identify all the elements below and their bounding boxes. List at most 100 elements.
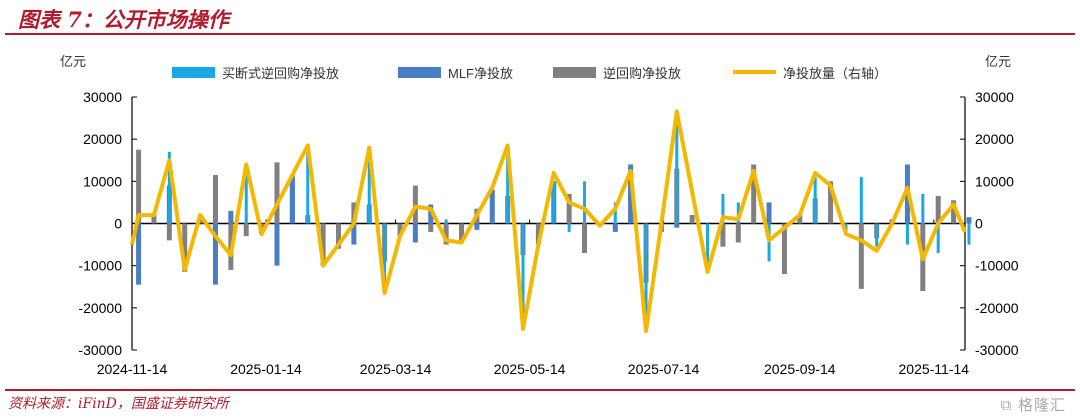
bar-mlf <box>628 164 634 224</box>
bar-mlf <box>612 223 618 232</box>
right-tick-label: 30000 <box>975 89 1014 105</box>
bar-reverse-repo <box>951 200 957 224</box>
right-tick-label: -20000 <box>975 300 1019 316</box>
bar-mlf <box>966 217 972 224</box>
legend-swatch <box>398 67 441 78</box>
bar-reverse-repo <box>535 223 541 245</box>
bar-reverse-repo <box>751 164 757 224</box>
bar-reverse-repo <box>935 196 941 224</box>
bar-mlf <box>289 177 295 224</box>
bar-reverse-repo <box>582 223 588 254</box>
left-tick-label: -30000 <box>78 342 122 358</box>
right-tick-label: 0 <box>975 216 983 232</box>
x-tick-label: 2025-05-14 <box>494 361 566 377</box>
left-tick-label: -20000 <box>78 300 122 316</box>
bar-buyout-reverse-repo <box>905 223 909 245</box>
bar-mlf <box>766 202 772 224</box>
bar-reverse-repo <box>797 215 803 224</box>
axes: 30000 30000 20000 20000 10000 10000 0 0 -10000 -1… <box>78 89 1018 377</box>
right-tick-label: 10000 <box>975 173 1014 189</box>
left-tick-label: 30000 <box>83 89 122 105</box>
right-tick-label: 20000 <box>975 131 1014 147</box>
figure-title: 图表 7：公开市场操作 <box>18 7 229 32</box>
legend-swatch <box>553 67 596 78</box>
footer-rule <box>5 389 1075 391</box>
bar-mlf <box>489 189 495 224</box>
bar-buyout-reverse-repo <box>552 181 556 224</box>
x-tick-label: 2025-03-14 <box>360 361 432 377</box>
source-note: 资料来源：iFinD，国盛证券研究所 <box>8 396 229 412</box>
bar-buyout-reverse-repo <box>506 147 510 224</box>
bar-buyout-reverse-repo <box>767 223 771 262</box>
bar-mlf <box>228 210 234 224</box>
left-unit-label: 亿元 <box>60 54 86 69</box>
bar-reverse-repo <box>151 215 157 224</box>
bars <box>136 109 972 332</box>
bar-buyout-reverse-repo <box>721 193 725 224</box>
bar-reverse-repo <box>166 223 172 241</box>
left-tick-label: 20000 <box>83 131 122 147</box>
bar-mlf <box>136 223 142 285</box>
bar-buyout-reverse-repo <box>444 219 448 224</box>
bar-reverse-repo <box>566 193 572 224</box>
bar-reverse-repo <box>781 223 787 275</box>
bar-buyout-reverse-repo <box>367 147 371 224</box>
bar-buyout-reverse-repo <box>936 223 940 254</box>
bar-reverse-repo <box>397 223 403 237</box>
title-rule <box>5 33 1075 35</box>
bar-buyout-reverse-repo <box>521 223 525 329</box>
bar-mlf <box>274 223 280 266</box>
legend-label: 净投放量（右轴） <box>783 66 887 81</box>
bar-buyout-reverse-repo <box>167 151 171 224</box>
watermark-logo: ⧉ 格隆汇 <box>1000 396 1066 414</box>
legend-label: 买断式逆回购净投放 <box>222 66 339 81</box>
bar-reverse-repo <box>136 149 142 224</box>
bar-reverse-repo <box>858 223 864 289</box>
x-tick-label: 2025-09-14 <box>764 361 836 377</box>
bar-buyout-reverse-repo <box>875 223 879 247</box>
bar-reverse-repo <box>720 223 726 247</box>
legend-label: 逆回购净投放 <box>603 66 681 81</box>
bar-buyout-reverse-repo <box>813 177 817 224</box>
bar-mlf <box>428 204 434 224</box>
bar-buyout-reverse-repo <box>583 181 587 224</box>
bar-mlf <box>212 223 218 285</box>
bar-reverse-repo <box>735 223 741 243</box>
bar-buyout-reverse-repo <box>613 202 617 224</box>
bar-buyout-reverse-repo <box>567 223 571 232</box>
bar-reverse-repo <box>243 223 249 237</box>
net-injection-line <box>130 109 967 334</box>
net-injection-series <box>130 109 967 334</box>
legend-swatch <box>172 67 215 78</box>
right-tick-label: -30000 <box>975 342 1019 358</box>
bar-reverse-repo <box>274 162 280 224</box>
right-unit-label: 亿元 <box>985 54 1011 69</box>
bar-buyout-reverse-repo <box>675 109 679 224</box>
bar-mlf <box>674 223 680 228</box>
right-tick-label: -10000 <box>975 258 1019 274</box>
bar-buyout-reverse-repo <box>967 223 971 245</box>
bar-reverse-repo <box>428 223 434 232</box>
bar-reverse-repo <box>351 202 357 224</box>
x-tick-label: 2025-11-14 <box>899 361 970 377</box>
bar-reverse-repo <box>212 175 218 224</box>
left-tick-label: 0 <box>114 216 122 232</box>
bar-buyout-reverse-repo <box>644 223 648 332</box>
bar-reverse-repo <box>335 223 341 249</box>
bar-buyout-reverse-repo <box>244 172 248 224</box>
bar-mlf <box>474 223 480 230</box>
x-tick-label: 2024-11-14 <box>97 361 168 377</box>
legend-label: MLF净投放 <box>448 66 513 81</box>
bar-mlf <box>351 223 357 245</box>
bar-buyout-reverse-repo <box>921 193 925 224</box>
left-tick-label: 10000 <box>83 173 122 189</box>
bar-reverse-repo <box>182 223 188 272</box>
bar-reverse-repo <box>320 223 326 266</box>
bar-buyout-reverse-repo <box>706 223 710 272</box>
x-tick-label: 2025-07-14 <box>628 361 700 377</box>
bar-reverse-repo <box>443 223 449 245</box>
left-tick-label: -10000 <box>78 258 122 274</box>
chart: 亿元 亿元 买断式逆回购净投放 MLF净投放 逆回购净投放 净投放量（右轴） 3000… <box>60 54 1019 377</box>
bar-reverse-repo <box>828 181 834 224</box>
bar-buyout-reverse-repo <box>383 223 387 294</box>
